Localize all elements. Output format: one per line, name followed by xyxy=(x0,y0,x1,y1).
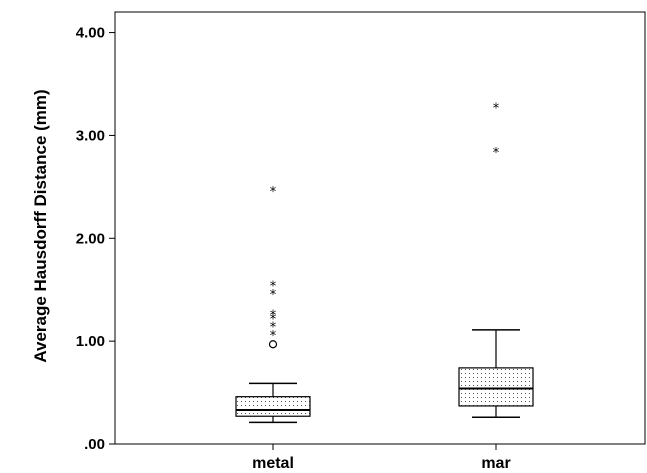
outlier-star: * xyxy=(270,288,277,303)
outlier-star: * xyxy=(270,321,277,336)
outlier-star: * xyxy=(270,280,277,295)
outlier-star: * xyxy=(493,102,500,117)
y-tick-label: 2.00 xyxy=(76,230,105,247)
y-tick-label: 3.00 xyxy=(76,127,105,144)
x-tick-label: mar xyxy=(481,455,510,472)
box-mar: ** xyxy=(458,102,534,419)
box-metal: ******* xyxy=(235,185,311,424)
x-tick-label: metal xyxy=(252,455,294,472)
y-axis-label: Average Hausdorff Distance (mm) xyxy=(31,89,50,362)
y-tick-label: .00 xyxy=(84,436,105,453)
outlier-star: * xyxy=(270,329,277,344)
plot-area-frame xyxy=(114,11,646,445)
outlier-circle xyxy=(268,340,278,349)
iqr-box xyxy=(458,367,534,407)
box-group: ********* xyxy=(235,102,534,424)
y-axis: .00 1.00 2.00 3.00 4.00 xyxy=(76,25,115,453)
outlier-star: * xyxy=(270,185,277,200)
iqr-box xyxy=(235,396,311,417)
y-tick-label: 4.00 xyxy=(76,25,105,42)
outlier-star: * xyxy=(270,312,277,327)
y-tick-label: 1.00 xyxy=(76,333,105,350)
x-axis: metal mar xyxy=(252,444,511,472)
outlier-star: * xyxy=(270,308,277,323)
outlier-star: * xyxy=(493,146,500,161)
